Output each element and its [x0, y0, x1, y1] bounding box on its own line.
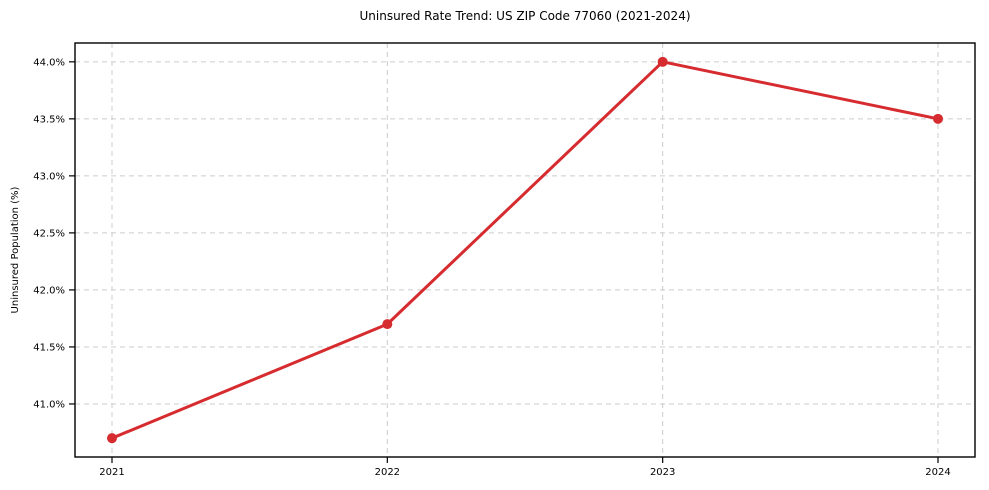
trend-line-series	[107, 56, 943, 444]
data-point	[382, 319, 393, 330]
y-tick-label: 43.0%	[33, 171, 65, 182]
y-tick-label: 42.5%	[33, 228, 65, 239]
x-tick-label: 2023	[650, 467, 675, 478]
axis-ticks: 41.0% 41.5% 42.0% 42.5% 43.0% 43.5% 44.0% 2021 2…	[33, 57, 951, 478]
x-tick-label: 2024	[925, 467, 950, 478]
data-point	[107, 433, 117, 444]
x-tick-label: 2022	[375, 467, 400, 478]
data-point	[657, 56, 668, 67]
chart-title: Uninsured Rate Trend: US ZIP Code 77060 …	[359, 9, 690, 23]
trend-line	[110, 60, 940, 440]
y-tick-label: 41.0%	[33, 399, 65, 410]
plot-border	[74, 42, 976, 458]
gridlines	[75, 43, 975, 457]
y-tick-label: 43.5%	[33, 114, 65, 125]
y-axis-label: Uninsured Population (%)	[10, 186, 21, 313]
data-point	[932, 113, 943, 124]
x-tick-label: 2021	[99, 467, 124, 478]
y-tick-label: 42.0%	[33, 285, 65, 296]
y-tick-label: 44.0%	[33, 57, 65, 68]
plot-frame	[74, 42, 976, 458]
y-tick-label: 41.5%	[33, 342, 65, 353]
